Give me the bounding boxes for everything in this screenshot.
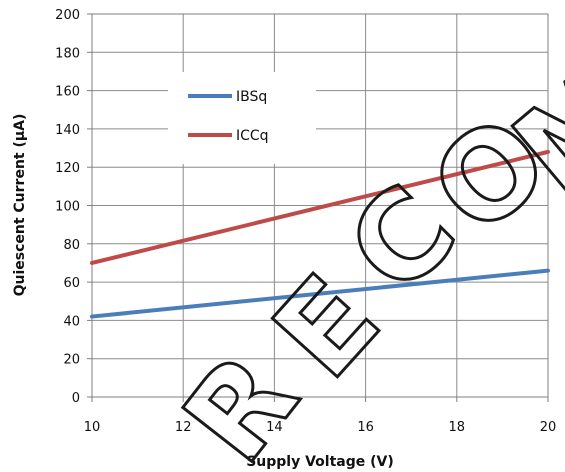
y-tick-label: 60	[63, 276, 80, 291]
x-tick-label: 20	[540, 420, 557, 435]
x-tick-label: 10	[84, 420, 101, 435]
x-axis-title: Supply Voltage (V)	[246, 454, 394, 470]
y-tick-label: 120	[55, 161, 80, 176]
x-tick-label: 14	[266, 420, 283, 435]
y-tick-label: 180	[55, 46, 80, 61]
x-tick-label: 12	[175, 420, 192, 435]
x-tick-label: 18	[449, 420, 466, 435]
y-tick-label: 0	[72, 391, 80, 406]
legend: IBSq ICCq	[168, 72, 316, 164]
y-axis-ticks: 0 20 40 60 80 100 120 140 160 180 200	[55, 8, 92, 406]
y-tick-label: 20	[63, 353, 80, 368]
series-line-ibsq	[90, 268, 550, 319]
y-tick-label: 80	[63, 238, 80, 253]
x-tick-label: 16	[357, 420, 374, 435]
legend-label-iccq: ICCq	[236, 128, 269, 144]
x-axis-ticks: 10 12 14 16 18 20	[84, 397, 557, 435]
legend-label-ibsq: IBSq	[236, 89, 267, 105]
y-axis-title: Quiescent Current (µA)	[12, 114, 28, 297]
y-tick-label: 40	[63, 314, 80, 329]
y-tick-label: 100	[55, 200, 80, 215]
legend-box	[168, 72, 316, 164]
y-tick-label: 200	[55, 8, 80, 23]
y-tick-label: 140	[55, 123, 80, 138]
y-tick-label: 160	[55, 85, 80, 100]
series-lines	[90, 149, 550, 319]
series-line-iccq	[90, 149, 550, 265]
